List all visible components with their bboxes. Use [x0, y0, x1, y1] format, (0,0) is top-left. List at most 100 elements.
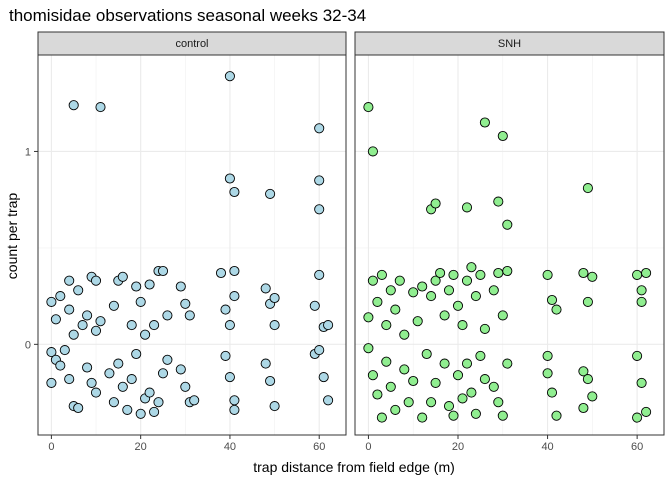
plot-background: [38, 55, 346, 435]
data-point: [546, 294, 558, 306]
data-point: [323, 395, 334, 406]
data-point: [224, 71, 235, 82]
data-point: [108, 397, 119, 408]
data-point: [260, 358, 271, 369]
data-point: [551, 410, 562, 421]
data-point: [229, 186, 240, 198]
data-point: [399, 364, 410, 375]
data-point: [421, 348, 432, 360]
data-point: [309, 300, 320, 311]
data-point: [144, 279, 155, 290]
data-point: [466, 387, 477, 398]
data-point: [385, 285, 396, 296]
data-point: [636, 296, 647, 307]
data-point: [113, 358, 124, 369]
data-point: [269, 401, 280, 412]
data-point: [466, 262, 477, 273]
data-point: [135, 296, 146, 307]
data-point: [376, 269, 387, 280]
data-point: [90, 325, 102, 336]
data-point: [632, 350, 643, 361]
data-point: [470, 408, 481, 419]
data-point: [578, 267, 589, 279]
data-point: [582, 296, 593, 307]
data-point: [470, 291, 481, 302]
plot-background: [355, 55, 664, 435]
data-point: [488, 285, 499, 296]
data-point: [184, 310, 195, 321]
x-tick-label: 20: [452, 441, 464, 453]
data-point: [77, 320, 88, 331]
data-point: [180, 381, 191, 392]
data-point: [461, 358, 473, 369]
x-tick-label: 0: [48, 441, 54, 453]
data-point: [144, 387, 155, 398]
data-point: [95, 316, 106, 327]
y-tick-label: 1: [25, 146, 31, 158]
data-point: [131, 348, 142, 360]
data-point: [224, 372, 235, 383]
data-point: [95, 102, 106, 113]
data-point: [131, 281, 142, 292]
data-point: [488, 381, 499, 392]
facet-label: SNH: [498, 38, 521, 50]
data-point: [86, 377, 97, 388]
data-point: [493, 397, 504, 408]
x-tick-label: 40: [541, 441, 553, 453]
data-point: [64, 374, 75, 385]
data-point: [104, 368, 115, 379]
data-point: [632, 412, 643, 423]
data-point: [412, 316, 423, 327]
x-tick-label: 60: [631, 441, 643, 453]
data-point: [439, 310, 450, 321]
data-point: [314, 269, 325, 280]
data-point: [215, 267, 227, 279]
data-point: [448, 410, 459, 421]
data-point: [443, 401, 455, 412]
data-point: [229, 291, 240, 302]
data-point: [314, 175, 325, 186]
data-point: [68, 100, 79, 111]
x-tick-label: 0: [365, 441, 371, 453]
data-point: [220, 304, 231, 315]
x-tick-label: 20: [135, 441, 147, 453]
panel-control: control 0 20 40 60 0 1: [25, 31, 347, 453]
data-point: [479, 117, 490, 128]
data-point: [632, 269, 643, 280]
data-point: [502, 219, 513, 230]
data-point: [457, 393, 468, 404]
panel-snh: SNH 0 20 40 60: [354, 31, 665, 453]
data-point: [376, 412, 387, 423]
data-point: [430, 377, 441, 388]
data-point: [408, 287, 419, 298]
data-point: [126, 320, 137, 331]
y-tick-label: 0: [25, 339, 31, 351]
data-point: [55, 291, 66, 302]
data-point: [587, 391, 598, 402]
data-point: [641, 406, 652, 417]
data-point: [497, 310, 508, 321]
data-point: [59, 345, 70, 356]
data-point: [260, 283, 271, 294]
data-point: [189, 395, 200, 406]
data-point: [475, 269, 486, 280]
data-point: [149, 320, 160, 331]
data-point: [269, 320, 280, 331]
data-point: [135, 408, 146, 419]
data-point: [457, 320, 468, 331]
facet-label: control: [175, 38, 208, 50]
data-point: [403, 397, 414, 408]
data-point: [479, 323, 490, 334]
data-point: [229, 404, 240, 415]
data-point: [542, 269, 553, 280]
data-point: [636, 285, 647, 296]
data-point: [372, 389, 383, 400]
data-point: [497, 410, 508, 421]
data-point: [220, 350, 231, 361]
data-point: [452, 300, 464, 311]
data-point: [452, 370, 464, 381]
data-point: [140, 329, 151, 340]
data-point: [117, 271, 128, 282]
data-point: [430, 275, 441, 286]
data-point: [493, 196, 504, 207]
